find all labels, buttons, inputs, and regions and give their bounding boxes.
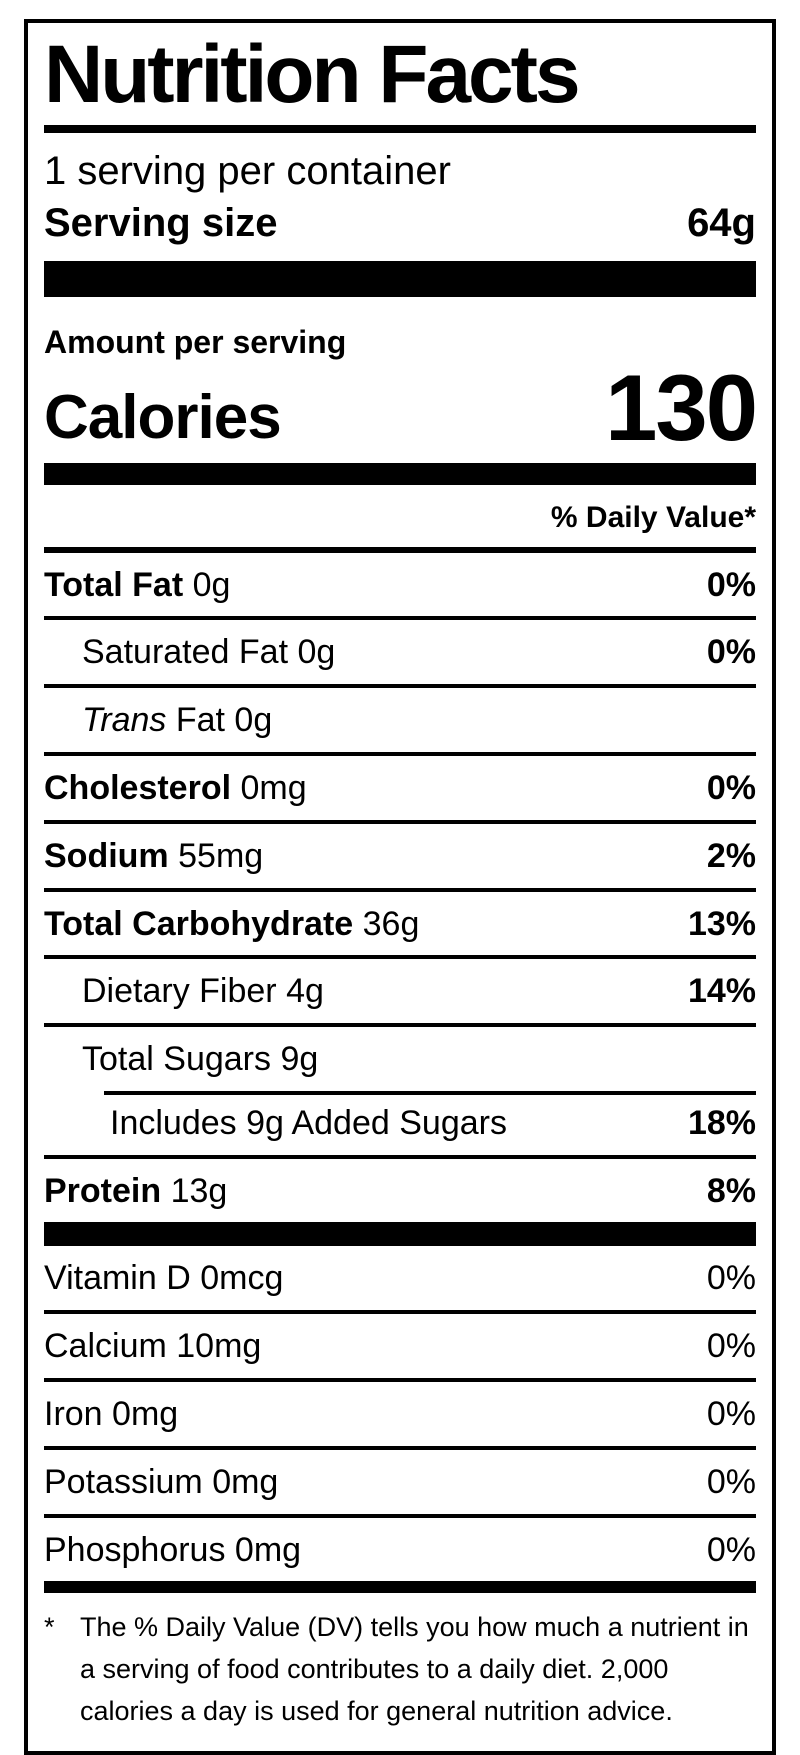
nutrient-row-trans-fat: Trans Fat 0g [44,684,756,752]
serving-size-value: 64g [687,200,756,245]
daily-value-percent: 0% [706,1462,756,1501]
amount-per-serving-label: Amount per serving [44,323,347,360]
serving-size-label: Serving size [44,200,278,245]
daily-value-percent: 0% [706,1327,756,1366]
nutrient-amount: 36g [362,904,420,943]
nutrient-name-amount: Potassium 0mg [44,1462,279,1501]
nutrient-name-amount: Cholesterol 0mg [44,768,307,807]
daily-value-percent: 0% [706,768,756,807]
micronutrient-row-vitamin-d: Vitamin D 0mcg 0% [44,1246,756,1310]
calories-row: Calories 130 [44,355,758,461]
daily-value-percent: 0% [706,1530,756,1569]
micronutrient-row-calcium: Calcium 10mg 0% [44,1310,756,1378]
nutrient-row-total-carbohydrate: Total Carbohydrate 36g 13% [44,887,756,956]
daily-value-percent: 0% [706,1395,756,1434]
micronutrient-row-iron: Iron 0mg 0% [44,1378,756,1446]
nutrient-amount: 4g [286,972,324,1011]
label-title: Nutrition Facts [44,29,581,120]
nutrient-row-total-sugars: Total Sugars 9g [44,1023,756,1091]
nutrient-row-dietary-fiber: Dietary Fiber 4g 14% [44,955,756,1023]
trans-italic: Trans [82,701,167,740]
nutrient-name-amount: Iron 0mg [44,1395,179,1434]
footnote-separator-bar [44,1581,756,1594]
daily-value-percent: 14% [687,972,756,1011]
nutrient-amount: 0g [234,701,273,740]
nutrient-name-amount: Trans Fat 0g [82,701,273,740]
protein-separator-bar [44,1222,756,1247]
daily-value-percent: 8% [706,1171,756,1210]
nutrient-amount: 55mg [178,836,264,875]
nutrient-name-amount: Phosphorus 0mg [44,1530,302,1569]
daily-value-rule [44,546,756,553]
daily-value-percent: 18% [687,1103,756,1142]
title-rule [44,124,756,133]
nutrient-amount: 0mg [240,768,307,807]
nutrient-amount: 0mg [212,1462,279,1501]
nutrient-amount: 0mg [234,1530,302,1569]
nutrient-amount: 0mcg [200,1259,284,1298]
nutrient-row-total-fat: Total Fat 0g 0% [44,553,756,617]
daily-value-header: % Daily Value* [550,500,756,534]
nutrient-name-amount: Protein 13g [44,1171,228,1210]
footnote-asterisk: * [44,1612,55,1643]
nutrient-name-amount: Dietary Fiber 4g [82,972,324,1011]
nutrition-facts-label: Nutrition Facts 1 serving per container … [24,19,776,1755]
footnote-text: The % Daily Value (DV) tells you how muc… [80,1612,749,1727]
nutrient-amount: 9g [280,1040,319,1079]
nutrient-name-amount: Saturated Fat 0g [82,633,336,672]
nutrient-amount: 0g [192,565,231,604]
nutrient-amount: 0mg [112,1395,179,1434]
nutrient-row-sodium: Sodium 55mg 2% [44,819,756,888]
daily-value-percent: 13% [687,904,756,943]
nutrient-amount: 0g [297,633,336,672]
nutrient-row-saturated-fat: Saturated Fat 0g 0% [44,616,756,684]
nutrient-name-amount: Sodium 55mg [44,836,264,875]
daily-value-percent: 2% [706,836,756,875]
nutrient-name-amount: Vitamin D 0mcg [44,1259,284,1298]
servings-per-container: 1 serving per container [44,148,451,193]
nutrient-name-amount: Total Sugars 9g [82,1040,319,1079]
nutrient-row-protein: Protein 13g 8% [44,1154,756,1223]
micronutrient-row-potassium: Potassium 0mg 0% [44,1445,756,1514]
nutrient-name-amount: Calcium 10mg [44,1327,262,1366]
micronutrient-row-phosphorus: Phosphorus 0mg 0% [44,1513,756,1582]
serving-size-row: Serving size 64g [44,199,756,247]
daily-value-percent: 0% [706,565,756,604]
nutrient-row-cholesterol: Cholesterol 0mg 0% [44,751,756,820]
calories-bar [44,462,756,485]
nutrient-row-added-sugars: Includes 9g Added Sugars 18% [44,1090,756,1155]
nutrient-name-amount: Total Fat 0g [44,565,231,604]
nutrient-amount: 13g [170,1171,228,1210]
daily-value-percent: 0% [706,1259,756,1298]
nutrient-name-amount: Total Carbohydrate 36g [44,904,420,943]
nutrient-amount: 10mg [176,1327,262,1366]
calories-value: 130 [605,355,758,461]
page-background: Nutrition Facts 1 serving per container … [24,19,776,1755]
calories-label: Calories [44,383,282,453]
serving-size-bar [44,260,756,297]
nutrient-name-amount: Includes 9g Added Sugars [110,1103,507,1142]
daily-value-percent: 0% [706,633,756,672]
footnote: * The % Daily Value (DV) tells you how m… [44,1593,756,1737]
